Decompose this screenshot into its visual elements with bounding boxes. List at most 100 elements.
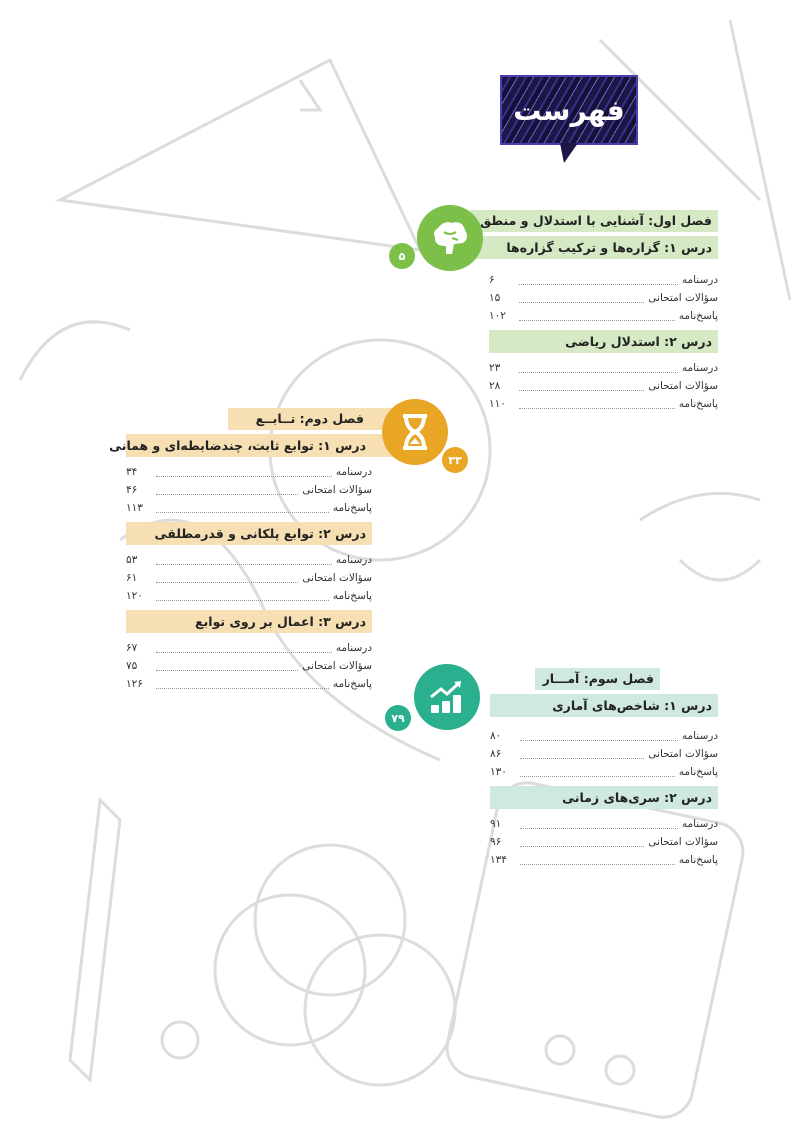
leader-dots bbox=[520, 855, 675, 865]
toc-entry[interactable]: درسنامه ۹۱ bbox=[490, 815, 718, 833]
entry-label: پاسخ‌نامه bbox=[678, 854, 718, 866]
leader-dots bbox=[520, 837, 645, 847]
lesson-1: درس ۱: توابع ثابت، چندضابطه‌ای و همانی د… bbox=[109, 434, 420, 517]
leader-dots bbox=[156, 679, 329, 689]
entry-page: ۲۸ bbox=[489, 380, 501, 392]
leader-dots bbox=[519, 311, 675, 321]
leader-dots bbox=[520, 819, 678, 829]
chapter-title[interactable]: فصل دوم: تــابــع bbox=[228, 408, 420, 430]
toc-entry[interactable]: پاسخ‌نامه ۱۳۴ bbox=[490, 851, 718, 869]
entry-page: ۶۱ bbox=[126, 572, 138, 584]
chapter-title[interactable]: فصل سوم: آمـــار bbox=[535, 668, 660, 690]
entry-page: ۹۶ bbox=[490, 836, 502, 848]
entry-label: پاسخ‌نامه bbox=[678, 310, 718, 322]
toc-entry[interactable]: سؤالات امتحانی ۹۶ bbox=[490, 833, 718, 851]
chapter-page-badge[interactable]: ۳۳ bbox=[442, 447, 468, 473]
entry-page: ۶۷ bbox=[126, 642, 138, 654]
entry-label: درسنامه bbox=[335, 466, 372, 478]
toc-entry[interactable]: درسنامه ۶ bbox=[489, 271, 718, 289]
entry-label: پاسخ‌نامه bbox=[332, 502, 372, 514]
lesson-2: درس ۲: توابع پلکانی و قدرمطلقی درسنامه ۵۳… bbox=[126, 522, 372, 605]
entry-label: درسنامه bbox=[335, 554, 372, 566]
hourglass-icon bbox=[382, 399, 448, 465]
chapter-page-badge[interactable]: ۵ bbox=[389, 243, 415, 269]
leader-dots bbox=[520, 749, 645, 759]
leader-dots bbox=[156, 555, 332, 565]
leader-dots bbox=[519, 293, 645, 303]
toc-entry[interactable]: پاسخ‌نامه ۱۰۲ bbox=[489, 307, 718, 325]
toc-entry[interactable]: درسنامه ۸۰ bbox=[490, 727, 718, 745]
toc-entry[interactable]: درسنامه ۶۷ bbox=[126, 639, 372, 657]
entry-label: پاسخ‌نامه bbox=[678, 766, 718, 778]
entry-label: سؤالات امتحانی bbox=[648, 836, 718, 848]
entry-page: ۱۲۶ bbox=[126, 678, 143, 690]
lesson-title[interactable]: درس ۱: توابع ثابت، چندضابطه‌ای و همانی bbox=[109, 434, 420, 457]
lesson-title[interactable]: درس ۲: توابع پلکانی و قدرمطلقی bbox=[126, 522, 372, 545]
page-title: فهرست bbox=[513, 93, 625, 127]
lesson-title[interactable]: درس ۳: اعمال بر روی توابع bbox=[126, 610, 372, 633]
chapter-title[interactable]: فصل اول: آشنایی با استدلال و منطق ریاضی bbox=[434, 210, 718, 232]
leader-dots bbox=[156, 573, 299, 583]
leader-dots bbox=[519, 275, 678, 285]
lesson-2: درس ۲: سری‌های زمانی درسنامه ۹۱ سؤالات ام… bbox=[490, 786, 718, 869]
entry-page: ۱۲۰ bbox=[126, 590, 143, 602]
leader-dots bbox=[519, 381, 645, 391]
lesson-title[interactable]: درس ۱: گزاره‌ها و ترکیب گزاره‌ها bbox=[470, 236, 718, 259]
lesson-title[interactable]: درس ۲: سری‌های زمانی bbox=[490, 786, 718, 809]
toc-entry[interactable]: درسنامه ۵۳ bbox=[126, 551, 372, 569]
entry-page: ۱۱۳ bbox=[126, 502, 143, 514]
entry-label: درسنامه bbox=[681, 730, 718, 742]
entry-page: ۳۴ bbox=[126, 466, 138, 478]
entry-page: ۱۰۲ bbox=[489, 310, 506, 322]
lesson-1: درس ۱: گزاره‌ها و ترکیب گزاره‌ها درسنامه… bbox=[470, 236, 718, 325]
entry-label: سؤالات امتحانی bbox=[302, 660, 372, 672]
toc-entry[interactable]: پاسخ‌نامه ۱۲۰ bbox=[126, 587, 372, 605]
leader-dots bbox=[156, 661, 299, 671]
chapter-page-badge[interactable]: ۷۹ bbox=[385, 705, 411, 731]
toc-entry[interactable]: سؤالات امتحانی ۷۵ bbox=[126, 657, 372, 675]
entry-label: پاسخ‌نامه bbox=[332, 590, 372, 602]
entry-page: ۴۶ bbox=[126, 484, 138, 496]
lesson-3: درس ۳: اعمال بر روی توابع درسنامه ۶۷ سؤال… bbox=[126, 610, 372, 693]
leader-dots bbox=[156, 503, 329, 513]
toc-entry[interactable]: درسنامه ۳۴ bbox=[126, 463, 372, 481]
toc-entry[interactable]: سؤالات امتحانی ۸۶ bbox=[490, 745, 718, 763]
leader-dots bbox=[156, 485, 299, 495]
entry-label: درسنامه bbox=[681, 818, 718, 830]
entry-label: درسنامه bbox=[681, 362, 718, 374]
entry-page: ۶ bbox=[489, 274, 495, 286]
entry-page: ۵۳ bbox=[126, 554, 138, 566]
toc-entry[interactable]: پاسخ‌نامه ۱۱۰ bbox=[489, 395, 718, 413]
entry-page: ۸۶ bbox=[490, 748, 502, 760]
speech-bubble-tail bbox=[560, 143, 578, 163]
leader-dots bbox=[156, 467, 332, 477]
growth-chart-icon bbox=[414, 664, 480, 730]
lesson-2: درس ۲: استدلال ریاضی درسنامه ۲۳ سؤالات ام… bbox=[489, 330, 718, 413]
lesson-title[interactable]: درس ۲: استدلال ریاضی bbox=[489, 330, 718, 353]
toc-entry[interactable]: پاسخ‌نامه ۱۱۳ bbox=[126, 499, 372, 517]
entry-page: ۷۵ bbox=[126, 660, 138, 672]
chapter-2: فصل دوم: تــابــع درس ۱: توابع ثابت، چند… bbox=[109, 408, 420, 698]
leader-dots bbox=[519, 363, 678, 373]
entry-page: ۱۱۰ bbox=[489, 398, 506, 410]
leader-dots bbox=[520, 731, 678, 741]
toc-entry[interactable]: سؤالات امتحانی ۶۱ bbox=[126, 569, 372, 587]
leader-dots bbox=[156, 591, 329, 601]
brain-icon bbox=[417, 205, 483, 271]
entry-label: سؤالات امتحانی bbox=[648, 292, 718, 304]
toc-entry[interactable]: درسنامه ۲۳ bbox=[489, 359, 718, 377]
leader-dots bbox=[520, 767, 675, 777]
leader-dots bbox=[156, 643, 332, 653]
lesson-title[interactable]: درس ۱: شاخص‌های آماری bbox=[490, 694, 718, 717]
entry-page: ۱۵ bbox=[489, 292, 501, 304]
entry-label: پاسخ‌نامه bbox=[332, 678, 372, 690]
entry-label: پاسخ‌نامه bbox=[678, 398, 718, 410]
toc-entry[interactable]: پاسخ‌نامه ۱۲۶ bbox=[126, 675, 372, 693]
toc-entry[interactable]: سؤالات امتحانی ۴۶ bbox=[126, 481, 372, 499]
entry-page: ۱۳۰ bbox=[490, 766, 507, 778]
toc-entry[interactable]: سؤالات امتحانی ۲۸ bbox=[489, 377, 718, 395]
toc-entry[interactable]: سؤالات امتحانی ۱۵ bbox=[489, 289, 718, 307]
toc-entry[interactable]: پاسخ‌نامه ۱۳۰ bbox=[490, 763, 718, 781]
entry-label: درسنامه bbox=[681, 274, 718, 286]
